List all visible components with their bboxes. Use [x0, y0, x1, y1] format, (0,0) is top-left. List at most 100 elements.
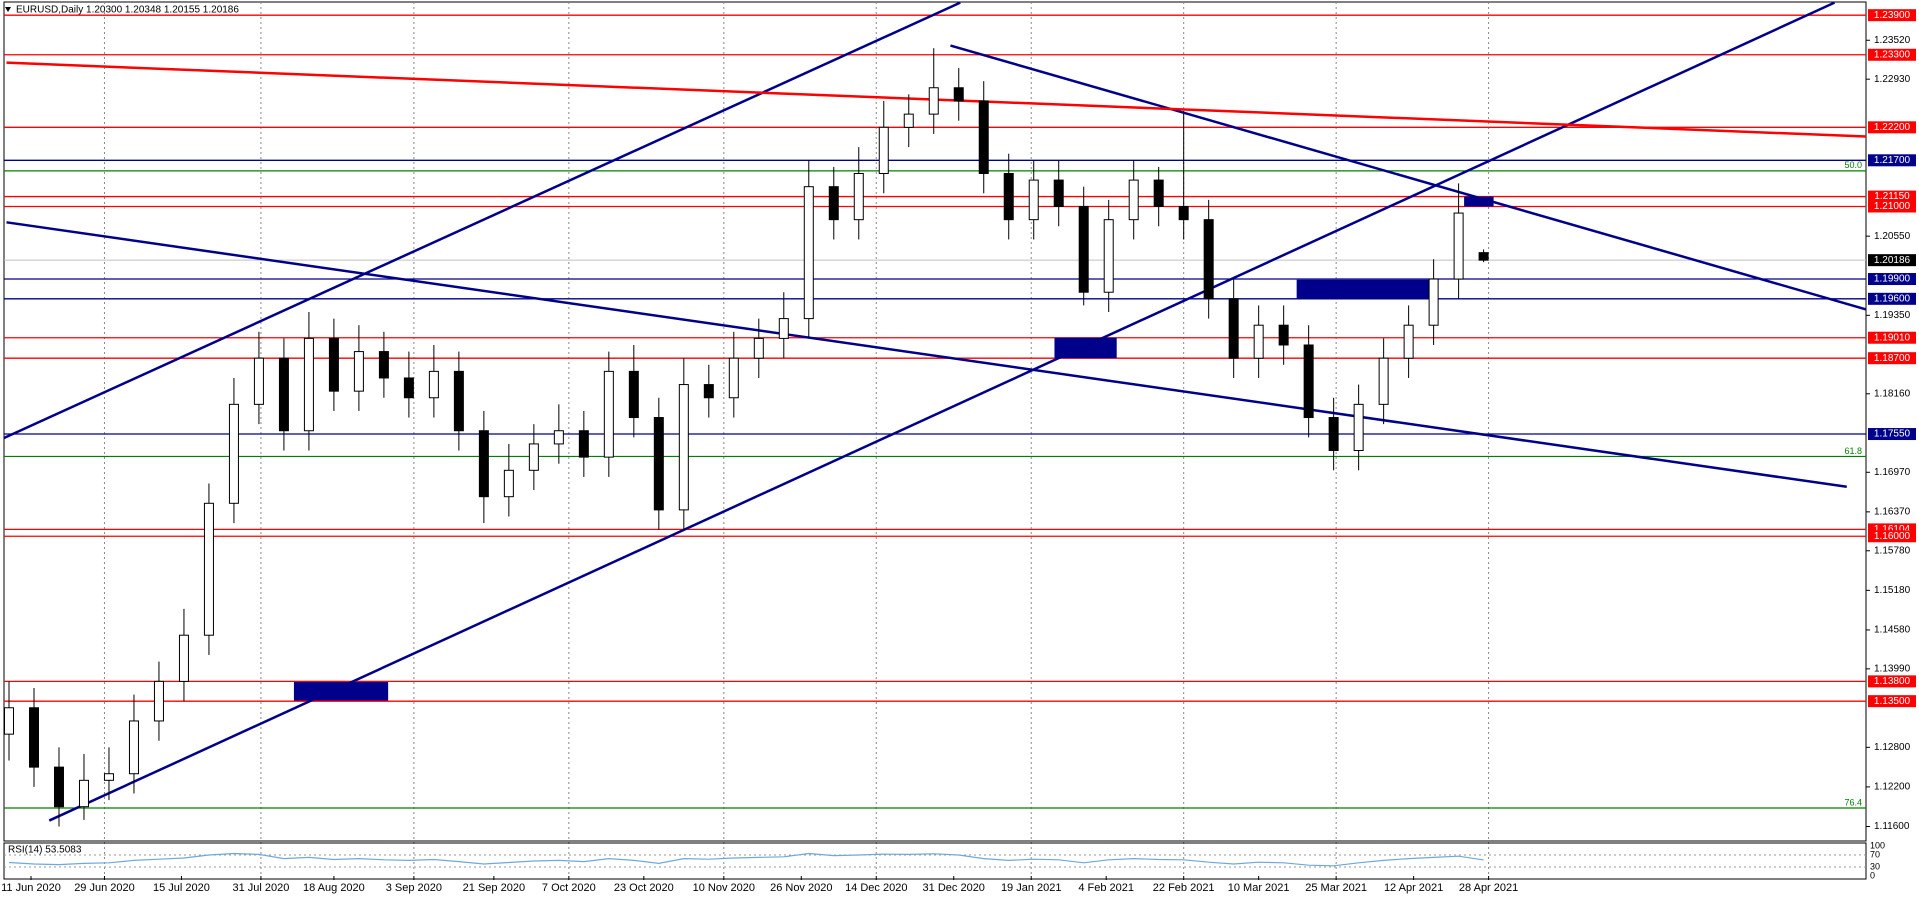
- fib-label: 61.8: [1844, 446, 1862, 456]
- level-label: 1.21700: [1874, 155, 1911, 166]
- rsi-tick-label: 0: [1870, 870, 1875, 880]
- candle-body: [178, 634, 189, 682]
- candle-body: [778, 318, 789, 339]
- candle-body: [28, 707, 39, 768]
- candle-body: [303, 337, 314, 432]
- zone: [293, 682, 389, 701]
- candle-body: [1328, 417, 1339, 452]
- candle-body: [978, 100, 989, 174]
- candle-body: [853, 172, 864, 221]
- trendline: [4, 2, 961, 440]
- fib-label: 76.4: [1844, 797, 1862, 807]
- level-label-bg: [1868, 154, 1916, 167]
- candle-body: [503, 469, 514, 498]
- x-tick-label: 7 Oct 2020: [542, 882, 596, 894]
- trendline: [950, 44, 1866, 311]
- candle-body: [203, 502, 214, 636]
- level-label-bg: [1868, 292, 1916, 305]
- candle-body: [378, 351, 389, 379]
- y-tick-label: 1.12800: [1874, 742, 1911, 753]
- candle-body: [1478, 252, 1489, 261]
- x-tick-label: 29 Jun 2020: [74, 882, 135, 894]
- candle-body: [1178, 205, 1189, 221]
- zone: [1296, 279, 1430, 300]
- level-label: 1.18700: [1874, 353, 1911, 364]
- y-tick-label: 1.18160: [1874, 388, 1911, 399]
- candle-body: [728, 357, 739, 399]
- candle-body: [1203, 219, 1214, 300]
- fib-label: 50.0: [1844, 160, 1862, 170]
- y-tick-label: 1.14580: [1874, 625, 1911, 636]
- candle-body: [3, 707, 14, 735]
- candle-body: [803, 186, 814, 320]
- rsi-frame: [3, 842, 1867, 880]
- title-icon: [5, 7, 11, 12]
- rsi-tick-label: 70: [1870, 849, 1880, 859]
- level-label: 1.13500: [1874, 696, 1911, 707]
- x-tick-label: 14 Dec 2020: [845, 882, 907, 894]
- y-tick-label: 1.16970: [1874, 467, 1911, 478]
- y-tick-label: 1.16370: [1874, 507, 1911, 518]
- candle-body: [1353, 403, 1364, 452]
- level-label: 1.21150: [1874, 191, 1910, 202]
- last-price-bg: [1868, 254, 1916, 267]
- y-tick-label: 1.15180: [1874, 585, 1911, 596]
- x-tick-label: 23 Oct 2020: [614, 882, 674, 894]
- candle-body: [653, 417, 664, 511]
- level-label-bg: [1868, 352, 1916, 365]
- x-tick-label: 19 Jan 2021: [1001, 882, 1062, 894]
- candle-body: [103, 773, 114, 781]
- x-tick-label: 21 Sep 2020: [463, 882, 525, 894]
- level-label: 1.16104: [1874, 524, 1911, 535]
- rsi-line: [8, 852, 1484, 867]
- candle-body: [878, 126, 889, 174]
- candle-body: [228, 403, 239, 504]
- x-tick-label: 12 Apr 2021: [1384, 882, 1443, 894]
- x-tick-label: 25 Mar 2021: [1305, 882, 1367, 894]
- candle-body: [703, 384, 714, 399]
- x-tick-label: 26 Nov 2020: [770, 882, 832, 894]
- y-tick-label: 1.12200: [1874, 782, 1911, 793]
- x-tick-label: 15 Jul 2020: [153, 882, 210, 894]
- zone: [1464, 196, 1494, 207]
- candle-body: [1278, 324, 1289, 346]
- level-label-bg: [1868, 190, 1916, 203]
- candle-body: [1253, 324, 1264, 359]
- candle-body: [1053, 179, 1064, 207]
- candle-body: [828, 186, 839, 221]
- candle-body: [153, 680, 164, 722]
- x-tick-label: 22 Feb 2021: [1153, 882, 1215, 894]
- candle-body: [903, 113, 914, 128]
- candle-body: [1103, 219, 1114, 293]
- level-label-bg: [1868, 48, 1916, 61]
- level-label: 1.19010: [1874, 332, 1911, 343]
- x-tick-label: 10 Mar 2021: [1228, 882, 1290, 894]
- candle-body: [53, 766, 64, 808]
- rsi-tick-label: 100: [1870, 840, 1885, 850]
- y-tick-label: 1.23520: [1874, 35, 1911, 46]
- level-label-bg: [1868, 428, 1916, 441]
- x-tick-label: 11 Jun 2020: [1, 882, 61, 894]
- x-tick-label: 18 Aug 2020: [303, 882, 365, 894]
- last-price-label: 1.20186: [1874, 255, 1911, 266]
- candle-body: [1003, 172, 1014, 221]
- candle-body: [1228, 298, 1239, 359]
- candle-body: [1403, 324, 1414, 359]
- y-tick-label: 1.11600: [1874, 821, 1910, 832]
- candle-body: [528, 443, 539, 471]
- candle-body: [553, 430, 564, 445]
- level-label-bg: [1868, 695, 1916, 708]
- level-label: 1.19900: [1874, 274, 1911, 285]
- candle-body: [953, 87, 964, 102]
- candle-body: [753, 337, 764, 359]
- candle-body: [253, 357, 264, 405]
- x-tick-label: 31 Dec 2020: [923, 882, 985, 894]
- candle-body: [328, 337, 339, 392]
- candle-body: [1153, 179, 1164, 207]
- level-label: 1.21000: [1874, 201, 1911, 212]
- candle-body: [453, 370, 464, 432]
- candle-body: [278, 357, 289, 432]
- rsi-title: RSI(14) 53.5083: [8, 845, 82, 856]
